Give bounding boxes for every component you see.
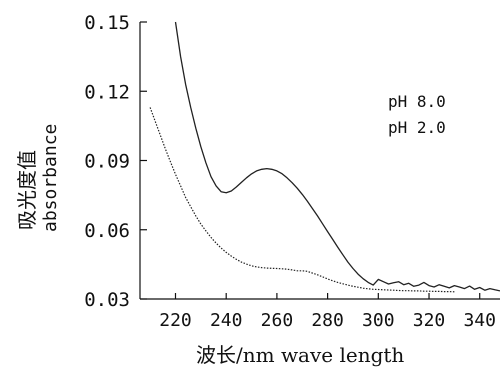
series-line-ph-8 xyxy=(174,21,500,292)
y-axis-title-cn: 吸光度值 xyxy=(15,150,39,230)
axes xyxy=(139,22,500,300)
y-tick-label: 0.15 xyxy=(84,12,130,34)
series-line-ph-2 xyxy=(149,107,455,293)
y-tick-label: 0.09 xyxy=(84,151,130,173)
x-tick-label: 320 xyxy=(413,310,446,331)
x-tick-label: 280 xyxy=(311,310,344,331)
legend-entry-ph-2: pH 2.0 xyxy=(388,118,446,137)
x-tick-label: 340 xyxy=(463,310,496,331)
x-tick-label: 260 xyxy=(261,310,294,331)
y-tick-label: 0.03 xyxy=(84,289,130,311)
y-axis-title: 吸光度值 absorbance xyxy=(15,124,61,232)
x-tick-label: 220 xyxy=(159,310,192,331)
y-ticks: 0.03 0.06 0.09 0.12 0.15 xyxy=(84,12,147,311)
legend-entry-ph-8: pH 8.0 xyxy=(388,92,446,111)
y-axis-title-en: absorbance xyxy=(40,124,61,232)
x-tick-label: 300 xyxy=(362,310,395,331)
x-ticks: 220 240 260 280 300 320 340 xyxy=(159,293,496,331)
legend: pH 8.0 pH 2.0 xyxy=(388,92,446,137)
x-tick-label: 240 xyxy=(210,310,243,331)
y-tick-label: 0.06 xyxy=(84,220,130,242)
x-axis-title: 波长/nm wave length xyxy=(196,343,404,367)
series-layer xyxy=(149,21,500,293)
y-tick-label: 0.12 xyxy=(84,81,130,103)
